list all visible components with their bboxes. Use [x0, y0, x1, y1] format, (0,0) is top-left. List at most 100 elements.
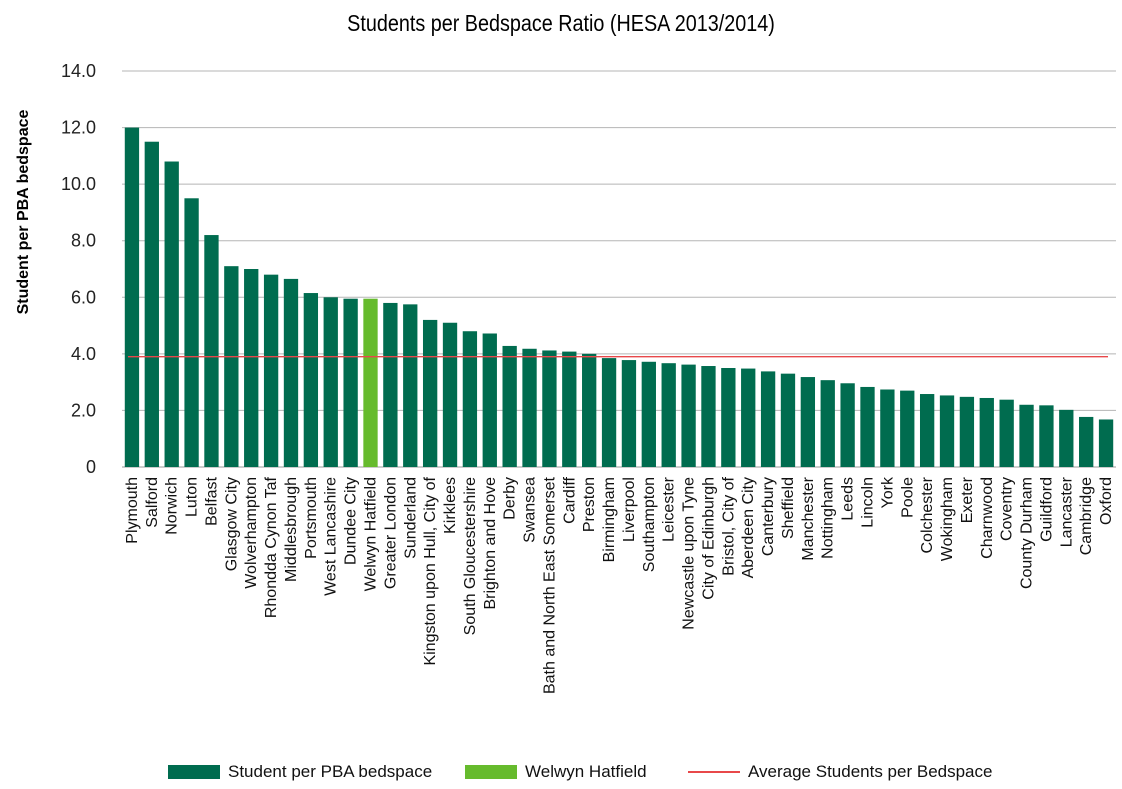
x-tick-label: Manchester: [800, 476, 817, 560]
bar: [780, 373, 796, 467]
legend-swatch-welwyn: [465, 765, 517, 779]
plot-area: 0 2.0 4.0 6.0 8.0 10.0 12.0 14.0 Plymouth Salford…: [61, 61, 1116, 694]
bar: [701, 366, 716, 467]
x-tick-label: Coventry: [999, 477, 1016, 541]
x-tick-label: Swansea: [522, 477, 539, 543]
bar: [184, 198, 199, 468]
chart-title: Students per Bedspace Ratio (HESA 2013/2…: [347, 10, 775, 36]
x-tick-label: Dundee City: [343, 477, 360, 565]
bar: [462, 331, 478, 467]
x-tick-label: Leeds: [840, 477, 857, 521]
bar: [860, 386, 875, 467]
x-tick-label: Exeter: [959, 476, 976, 523]
bar: [661, 363, 676, 467]
bar: [144, 141, 159, 467]
y-tick-label: 14.0: [61, 61, 96, 81]
bar: [542, 350, 557, 467]
bar: [760, 371, 776, 467]
legend: Student per PBA bedspace Welwyn Hatfield…: [0, 762, 1122, 788]
x-tick-label: Newcastle upon Tyne: [681, 477, 698, 630]
legend-swatch-bedspace: [168, 765, 220, 779]
x-tick-label: Sheffield: [780, 477, 797, 539]
x-tick-label: Middlesbrough: [283, 477, 300, 582]
x-tick-label: Bath and North East Somerset: [541, 476, 558, 694]
bar: [224, 266, 239, 467]
bar: [124, 127, 140, 468]
x-tick-label: Glasgow City: [223, 477, 240, 571]
bar: [244, 269, 259, 467]
x-tick-label: Liverpool: [621, 477, 638, 542]
x-tick-label: Bristol, City of: [720, 476, 737, 575]
x-tick-label: Colchester: [919, 476, 936, 553]
bar: [1039, 405, 1054, 467]
x-tick-label: Wokingham: [939, 477, 956, 561]
bar: [442, 322, 458, 467]
bar: [263, 274, 279, 467]
bar: [840, 383, 855, 467]
legend-label-welwyn: Welwyn Hatfield: [525, 762, 647, 781]
bar: [800, 377, 816, 467]
x-tick-label: Kirklees: [442, 477, 459, 534]
y-tick-label: 2.0: [71, 400, 96, 420]
y-tick-label: 12.0: [61, 118, 96, 138]
legend-item-welwyn: Welwyn Hatfield: [465, 762, 647, 782]
x-tick-label: Preston: [581, 477, 598, 532]
x-tick-label: York: [879, 476, 896, 508]
bar: [204, 235, 219, 467]
x-tick-label: Lancaster: [1058, 476, 1075, 547]
bar: [303, 293, 319, 467]
x-tick-label: Cambridge: [1078, 477, 1095, 555]
bar: [741, 368, 756, 467]
bar: [1059, 409, 1074, 467]
x-tick-label: City of Edinburgh: [700, 477, 717, 600]
bar: [562, 351, 577, 467]
x-tick-label: Southampton: [641, 477, 658, 572]
x-tick-label: Portsmouth: [303, 477, 320, 559]
y-tick-label: 0: [86, 457, 96, 477]
bar: [343, 298, 358, 467]
bar: [919, 394, 935, 467]
bar: [1019, 404, 1034, 467]
bar: [939, 395, 955, 467]
x-tick-label: Norwich: [164, 477, 181, 535]
bar: [621, 360, 637, 467]
x-tick-label: Lincoln: [860, 477, 877, 528]
x-tick-label: Kingston upon Hull, City of: [422, 476, 439, 665]
bar: [422, 319, 438, 467]
bar: [323, 297, 338, 467]
legend-item-bedspace: Student per PBA bedspace: [168, 762, 432, 782]
bar: [641, 361, 656, 467]
x-tick-label: Canterbury: [760, 477, 777, 556]
x-tick-label: Luton: [184, 477, 201, 517]
bar: [999, 399, 1014, 467]
bar: [820, 380, 835, 467]
x-tick-label: Greater London: [382, 477, 399, 589]
x-tick-label: Charnwood: [979, 477, 996, 559]
x-tick-label: Aberdeen City: [740, 477, 757, 578]
x-tick-label: South Gloucestershire: [462, 477, 479, 635]
bar: [582, 353, 597, 467]
y-tick-label: 6.0: [71, 287, 96, 307]
x-tick-label: Birmingham: [601, 477, 618, 562]
x-tick-label: Rhondda Cynon Taf: [263, 476, 280, 618]
bar: [601, 358, 617, 467]
x-tick-label: West Lancashire: [323, 477, 340, 596]
bar: [1098, 419, 1114, 467]
bar: [979, 397, 994, 467]
x-tick-label: Belfast: [203, 476, 220, 525]
y-tick-label: 4.0: [71, 344, 96, 364]
bar: [959, 396, 975, 467]
bar: [164, 161, 179, 467]
bar: [880, 389, 895, 467]
x-tick-label: Guildford: [1038, 477, 1055, 542]
legend-swatch-average: [688, 771, 740, 773]
x-tick-label: Nottingham: [820, 477, 837, 559]
x-tick-label: Plymouth: [124, 477, 141, 544]
y-tick-label: 8.0: [71, 231, 96, 251]
legend-item-average: Average Students per Bedspace: [688, 762, 992, 782]
bar: [482, 333, 497, 467]
x-tick-label: Salford: [144, 477, 161, 528]
y-tick-label: 10.0: [61, 174, 96, 194]
legend-label-average: Average Students per Bedspace: [748, 762, 993, 781]
bar: [721, 368, 736, 467]
